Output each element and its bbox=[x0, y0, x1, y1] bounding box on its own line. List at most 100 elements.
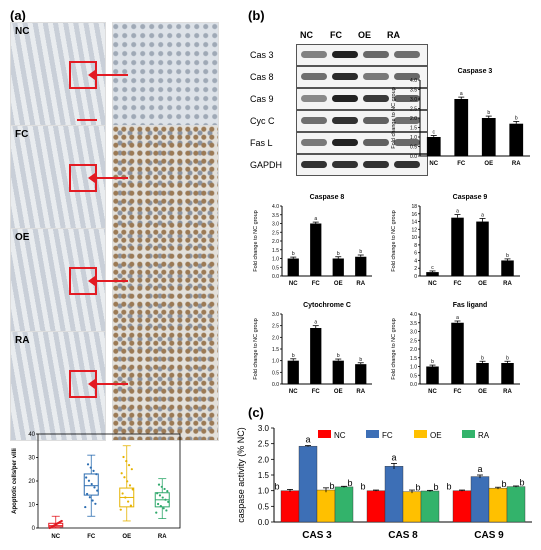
bar bbox=[420, 490, 440, 523]
x-tick-label: RA bbox=[503, 281, 512, 287]
blot-lane-strip bbox=[296, 88, 428, 110]
significance-letter: b bbox=[347, 478, 352, 488]
y-tick-label: 1.0 bbox=[410, 365, 417, 371]
blot-band bbox=[332, 139, 358, 146]
zoom-arrow-icon bbox=[88, 173, 128, 183]
y-tick-label: 1.0 bbox=[410, 135, 417, 141]
data-point bbox=[167, 500, 170, 503]
blot-band bbox=[363, 161, 389, 168]
y-tick-label: 0.0 bbox=[258, 518, 270, 527]
bar bbox=[355, 364, 367, 384]
blot-band bbox=[332, 117, 358, 124]
bar bbox=[509, 123, 524, 156]
data-point bbox=[155, 511, 158, 514]
significance-letter: b bbox=[519, 478, 524, 488]
y-tick-label: 4.0 bbox=[410, 312, 417, 318]
legend-swatch bbox=[318, 430, 331, 438]
blot-band bbox=[363, 117, 389, 124]
y-tick-label: 3.5 bbox=[410, 88, 417, 94]
blot-lane-strip bbox=[296, 66, 428, 88]
significance-letter: b bbox=[360, 482, 365, 492]
data-point bbox=[160, 485, 163, 488]
y-tick-label: 10 bbox=[411, 235, 417, 241]
legend-label: FC bbox=[382, 431, 393, 440]
data-point bbox=[119, 508, 122, 511]
blot-row-label: Cas 8 bbox=[250, 72, 274, 82]
data-point bbox=[85, 476, 88, 479]
y-tick-label: 3.0 bbox=[410, 330, 417, 336]
blot-column-label: NC bbox=[300, 30, 313, 40]
data-point bbox=[125, 459, 128, 463]
significance-letter: a bbox=[456, 315, 459, 321]
blot-band bbox=[301, 51, 327, 58]
blot-row: Cas 9 bbox=[250, 88, 430, 110]
bar bbox=[310, 328, 322, 384]
bar bbox=[426, 272, 439, 276]
data-point bbox=[162, 507, 165, 510]
x-tick-label: FC bbox=[454, 281, 463, 287]
data-point bbox=[57, 521, 61, 524]
significance-letter: b bbox=[487, 110, 490, 116]
significance-letter: a bbox=[305, 435, 310, 445]
micrograph-zoom-fc bbox=[112, 125, 219, 235]
bar bbox=[476, 221, 489, 276]
panel-label-b: (b) bbox=[248, 8, 265, 23]
blot-band bbox=[332, 51, 358, 58]
y-tick-label: 1.5 bbox=[410, 356, 417, 362]
data-point bbox=[92, 469, 95, 472]
blot-band bbox=[301, 95, 327, 102]
data-point bbox=[161, 496, 164, 499]
data-point bbox=[124, 496, 127, 499]
y-tick-label: 2.0 bbox=[410, 347, 417, 353]
data-point bbox=[122, 455, 125, 459]
blot-band bbox=[301, 117, 327, 124]
legend-label: NC bbox=[334, 431, 346, 440]
significance-letter: b bbox=[329, 481, 334, 491]
bar bbox=[426, 366, 439, 384]
x-tick-label: NC bbox=[429, 161, 438, 167]
y-tick-label: 2.0 bbox=[258, 455, 270, 464]
bar bbox=[334, 486, 354, 523]
x-tick-label: FC bbox=[454, 389, 463, 395]
significance-letter: b bbox=[506, 355, 509, 361]
x-tick-label: RA bbox=[512, 161, 521, 167]
y-axis-label: Fold change to NC group bbox=[253, 210, 259, 271]
bar bbox=[451, 217, 464, 276]
y-tick-label: 0.0 bbox=[410, 154, 417, 160]
legend-label: RA bbox=[478, 431, 490, 440]
data-point bbox=[156, 492, 159, 495]
micrograph-label: FC bbox=[15, 129, 29, 140]
data-point bbox=[128, 484, 132, 487]
y-tick-label: 2.0 bbox=[410, 116, 417, 122]
significance-letter: a bbox=[460, 91, 463, 97]
blot-band bbox=[332, 161, 358, 168]
x-tick-label: OE bbox=[478, 281, 487, 287]
caspase8-chart: Caspase 8 Fold change to NC group 0.0 0.5 1.… bbox=[253, 194, 372, 287]
zoom-arrow-icon bbox=[88, 276, 128, 286]
blot-column-label: FC bbox=[330, 30, 342, 40]
y-tick-label: 1.0 bbox=[258, 487, 270, 496]
y-tick-label: 4.0 bbox=[272, 204, 279, 210]
significance-letter: b bbox=[292, 251, 295, 257]
data-point bbox=[95, 473, 98, 476]
data-point bbox=[158, 494, 162, 497]
y-tick-label: 1.5 bbox=[272, 347, 279, 353]
scale-bar bbox=[77, 119, 97, 121]
bar bbox=[287, 258, 299, 276]
blot-row-label: GAPDH bbox=[250, 160, 283, 170]
y-axis-label: Fold change to NC group bbox=[391, 210, 397, 271]
panel-label-c: (c) bbox=[248, 405, 264, 420]
blot-row-label: Cas 9 bbox=[250, 94, 274, 104]
blot-band bbox=[332, 95, 358, 102]
bar bbox=[287, 360, 299, 384]
caspase-activity-chart: caspase activity (% NC) 0.0 0.5 1.0 1.5 2.0 2.… bbox=[236, 424, 532, 541]
significance-letter: a bbox=[391, 452, 396, 462]
panel-label-a: (a) bbox=[10, 8, 26, 23]
bar bbox=[366, 490, 386, 523]
y-tick-label: 0 bbox=[414, 274, 417, 280]
bar bbox=[355, 256, 367, 276]
bar bbox=[452, 490, 472, 523]
blot-band bbox=[363, 73, 389, 80]
y-tick-label: 18 bbox=[411, 204, 417, 210]
legend-swatch bbox=[366, 430, 379, 438]
